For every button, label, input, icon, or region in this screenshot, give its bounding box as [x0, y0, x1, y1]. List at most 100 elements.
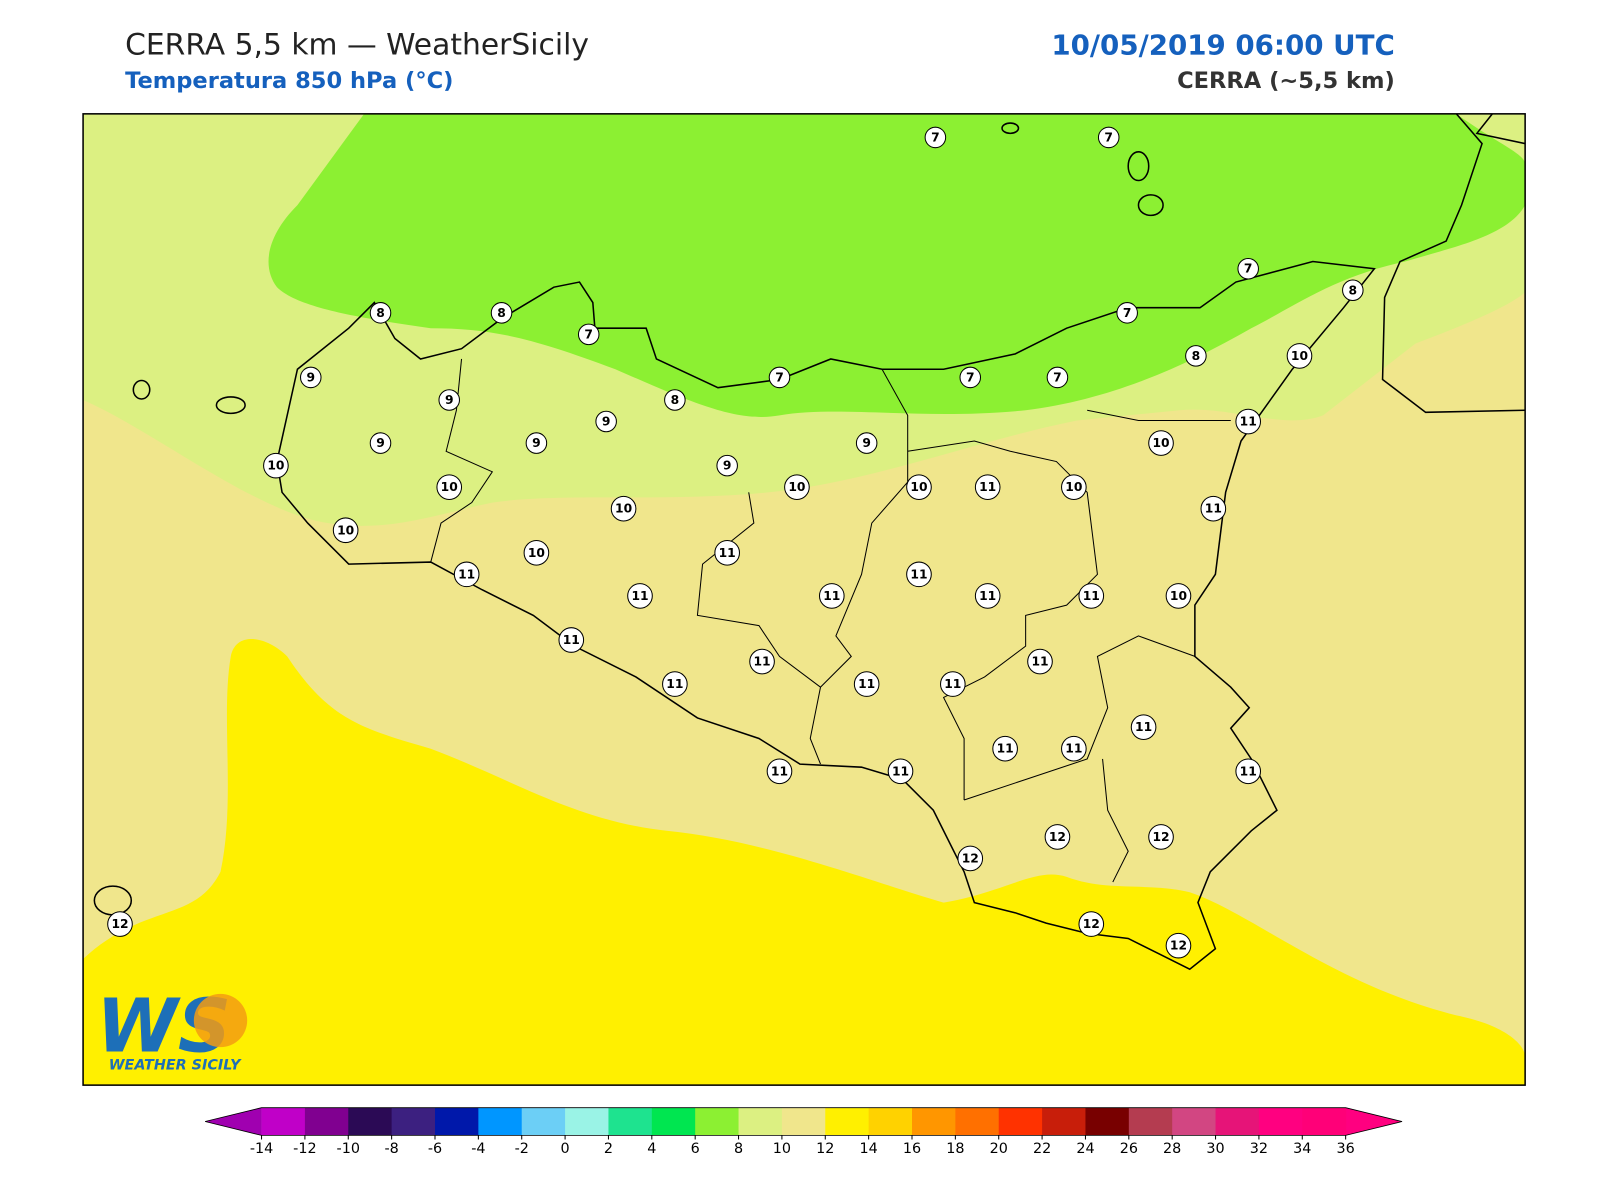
station: 11 [939, 671, 966, 697]
island [1127, 151, 1150, 182]
station-value: 11 [1031, 655, 1048, 669]
colorbar-segment [391, 1107, 436, 1136]
station: 7 [577, 323, 600, 346]
colorbar-tick-label: 26 [1120, 1141, 1138, 1157]
station: 8 [490, 302, 513, 324]
station-marker [627, 583, 653, 609]
station: 10 [436, 474, 463, 500]
colorbar-segment [304, 1107, 349, 1136]
station-value: 11 [979, 480, 996, 494]
station-marker [525, 432, 548, 454]
station-value: 10 [1291, 349, 1308, 363]
colorbar-tick-label: 2 [604, 1141, 613, 1157]
model-label: CERRA (~5,5 km) [1177, 68, 1395, 94]
station-value: 11 [997, 742, 1014, 756]
station-marker [107, 911, 133, 937]
station: 11 [1200, 495, 1227, 522]
colorbar-tick-label: -14 [250, 1141, 273, 1157]
colorbar-tick-label: 24 [1076, 1141, 1094, 1157]
station-value: 10 [267, 459, 284, 473]
station: 8 [1342, 279, 1364, 302]
station-value: 12 [1083, 917, 1100, 931]
station: 7 [1237, 257, 1259, 280]
station-marker [369, 302, 392, 324]
station-value: 10 [1065, 480, 1082, 494]
station: 9 [438, 389, 460, 411]
province-borders [430, 358, 1231, 883]
station-value: 11 [979, 589, 996, 603]
station: 11 [714, 540, 740, 566]
calabria-coast [1381, 113, 1526, 414]
station-marker [664, 389, 686, 411]
station: 7 [959, 366, 982, 389]
station-marker [992, 735, 1018, 762]
station-marker [1237, 257, 1259, 280]
colorbar-tick-label: 8 [734, 1141, 743, 1157]
colorbar-tick-label: 32 [1250, 1141, 1268, 1157]
island [132, 379, 151, 400]
station-value: 8 [497, 306, 506, 320]
station-value: 8 [376, 306, 385, 320]
station: 12 [1044, 824, 1071, 850]
station-marker [1061, 735, 1087, 762]
colorbar-segment [1128, 1107, 1173, 1136]
station-value: 10 [1170, 589, 1187, 603]
station: 8 [664, 389, 686, 411]
station: 11 [853, 671, 880, 697]
station-value: 11 [823, 589, 840, 603]
colorbar-segment [955, 1107, 1000, 1136]
station-marker [1286, 343, 1313, 369]
station-marker [768, 366, 791, 389]
station: 11 [1235, 408, 1262, 435]
colorbar-tick-label: -6 [428, 1141, 442, 1157]
station-value: 9 [306, 370, 315, 384]
station: 9 [299, 366, 322, 389]
station-marker [974, 583, 1001, 609]
station-marker [577, 323, 600, 346]
island [1137, 194, 1164, 217]
station-marker [766, 758, 793, 785]
station-marker [558, 627, 585, 653]
station: 11 [766, 758, 793, 785]
colorbar-tick-label: 12 [816, 1141, 834, 1157]
station-marker [957, 845, 984, 872]
station-marker [1116, 302, 1138, 324]
station: 11 [1235, 758, 1262, 785]
station: 11 [662, 671, 688, 697]
colorbar-over [1345, 1107, 1403, 1136]
station-value: 11 [1065, 742, 1082, 756]
field-12-14 [83, 639, 1526, 1086]
station-value: 9 [723, 459, 732, 473]
station: 11 [453, 561, 480, 588]
station: 7 [1046, 366, 1069, 389]
station: 7 [1116, 302, 1138, 324]
station-value: 9 [445, 393, 454, 407]
colorbar-under [205, 1107, 262, 1136]
station-value: 10 [788, 480, 805, 494]
station-value: 11 [719, 546, 736, 560]
colorbar-tick-label: 36 [1337, 1141, 1355, 1157]
station: 11 [558, 627, 585, 653]
logo-name: WEATHER SICILY [109, 1058, 242, 1074]
colorbar-segment [1172, 1107, 1217, 1136]
station-value: 11 [944, 677, 961, 691]
station: 12 [1078, 911, 1105, 937]
station: 8 [1185, 345, 1207, 367]
station: 10 [1286, 343, 1313, 369]
station: 10 [1165, 583, 1192, 609]
station-marker [1061, 474, 1087, 500]
station-value: 11 [753, 655, 770, 669]
station: 11 [887, 758, 914, 785]
colorbar-segment [348, 1107, 393, 1136]
station: 9 [369, 432, 392, 454]
station: 11 [906, 561, 932, 588]
station-marker [436, 474, 463, 500]
station-marker [1130, 714, 1157, 740]
station-marker [438, 389, 460, 411]
station-marker [939, 671, 966, 697]
colorbar-segment [738, 1107, 783, 1136]
colorbar-segment [651, 1107, 696, 1136]
station-value: 10 [337, 523, 354, 537]
station-marker [610, 495, 637, 522]
station: 10 [263, 452, 289, 479]
